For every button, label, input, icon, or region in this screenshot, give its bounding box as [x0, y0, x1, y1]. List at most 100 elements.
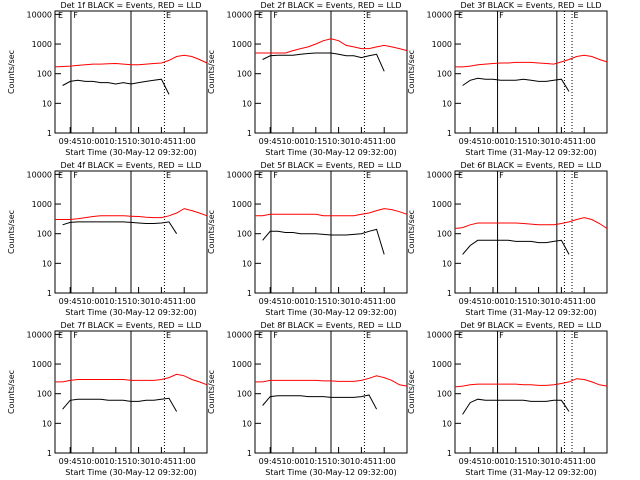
x-tick-label: 10:00: [81, 297, 104, 306]
x-axis-label: Start Time (30-May-12 09:32:00): [65, 308, 196, 317]
x-tick-label: 11:00: [173, 137, 196, 146]
y-tick-label: 10: [442, 259, 452, 268]
event-label: E: [258, 331, 263, 340]
y-axis-label: Counts/sec: [207, 370, 216, 414]
series-line: [455, 54, 608, 68]
x-tick-label: 10:45: [150, 457, 173, 466]
event-label: E: [166, 171, 171, 180]
event-label: E: [366, 331, 371, 340]
series-line: [255, 38, 408, 54]
y-tick-label: 100: [37, 230, 52, 239]
y-tick-label: 1000: [232, 40, 252, 49]
x-tick-label: 10:45: [550, 457, 573, 466]
y-tick-label: 1: [247, 129, 252, 138]
x-tick-label: 10:00: [481, 457, 504, 466]
x-tick-label: 10:00: [281, 137, 304, 146]
series-line: [262, 228, 385, 255]
x-tick-label: 09:45: [459, 457, 482, 466]
panel: Det 4f BLACK = Events, RED = LLD Start Ti…: [7, 161, 208, 317]
x-tick-label: 10:15: [104, 297, 127, 306]
x-tick-label: 10:45: [150, 137, 173, 146]
y-tick-label: 100: [237, 70, 252, 79]
x-tick-label: 10:30: [527, 137, 550, 146]
plot-frame: [454, 170, 608, 294]
chart-title: Det 7f BLACK = Events, RED = LLD: [60, 321, 201, 330]
y-tick-label: 10: [442, 99, 452, 108]
y-tick-label: 100: [437, 390, 452, 399]
panel: Det 2f BLACK = Events, RED = LLD Start Ti…: [207, 1, 408, 157]
series-line: [55, 208, 208, 220]
event-label: E: [166, 331, 171, 340]
y-tick-label: 10000: [27, 10, 52, 19]
y-tick-label: 1000: [432, 360, 452, 369]
x-axis-label: Start Time (31-May-12 09:32:00): [465, 468, 596, 477]
chart-title: Det 8f BLACK = Events, RED = LLD: [260, 321, 401, 330]
event-label: F: [499, 331, 504, 340]
chart-title: Det 6f BLACK = Events, RED = LLD: [460, 161, 601, 170]
x-tick-label: 09:45: [59, 297, 82, 306]
y-axis-label: Counts/sec: [407, 210, 416, 254]
y-axis-label: Counts/sec: [407, 50, 416, 94]
y-tick-label: 10: [42, 419, 52, 428]
y-tick-label: 100: [37, 70, 52, 79]
series-line: [62, 397, 178, 412]
y-tick-label: 1000: [432, 200, 452, 209]
event-label: E: [258, 11, 263, 20]
event-label: F: [73, 171, 78, 180]
x-tick-label: 10:15: [504, 137, 527, 146]
x-tick-label: 10:15: [104, 137, 127, 146]
x-axis-label: Start Time (30-May-12 09:32:00): [265, 308, 396, 317]
y-tick-label: 1000: [32, 360, 52, 369]
event-label: E: [258, 171, 263, 180]
series-line: [62, 221, 178, 234]
x-tick-label: 10:30: [327, 137, 350, 146]
panel: Det 5f BLACK = Events, RED = LLD Start Ti…: [207, 161, 408, 317]
event-label: E: [574, 11, 579, 20]
y-tick-label: 1: [47, 129, 52, 138]
series-line: [454, 378, 608, 388]
x-axis-label: Start Time (30-May-12 09:32:00): [265, 148, 396, 157]
x-tick-label: 10:45: [550, 137, 573, 146]
x-tick-label: 10:00: [81, 137, 104, 146]
y-tick-label: 10: [42, 99, 52, 108]
x-tick-label: 10:45: [350, 137, 373, 146]
chart-title: Det 3f BLACK = Events, RED = LLD: [460, 1, 601, 10]
y-tick-label: 100: [437, 70, 452, 79]
x-tick-label: 11:00: [373, 137, 396, 146]
series-line: [62, 78, 170, 95]
x-tick-label: 09:45: [459, 137, 482, 146]
event-label: E: [58, 171, 63, 180]
event-label: E: [458, 171, 463, 180]
event-label: E: [58, 331, 63, 340]
x-tick-label: 10:45: [150, 297, 173, 306]
x-tick-label: 11:00: [173, 457, 196, 466]
x-tick-label: 10:30: [527, 297, 550, 306]
x-axis-label: Start Time (31-May-12 09:32:00): [465, 308, 596, 317]
y-axis-label: Counts/sec: [407, 370, 416, 414]
x-tick-label: 11:00: [173, 297, 196, 306]
y-tick-label: 1000: [432, 40, 452, 49]
x-tick-label: 10:00: [281, 457, 304, 466]
series-line: [454, 217, 608, 229]
panel: Det 7f BLACK = Events, RED = LLD Start Ti…: [7, 321, 208, 477]
event-label: E: [166, 11, 171, 20]
y-axis-label: Counts/sec: [7, 370, 16, 414]
y-tick-label: 10000: [427, 10, 452, 19]
y-tick-label: 100: [237, 390, 252, 399]
x-tick-label: 09:45: [259, 457, 282, 466]
y-tick-label: 1: [447, 449, 452, 458]
y-axis-label: Counts/sec: [7, 50, 16, 94]
x-tick-label: 11:00: [573, 137, 596, 146]
x-tick-label: 10:30: [327, 297, 350, 306]
y-tick-label: 100: [237, 230, 252, 239]
y-tick-label: 1000: [32, 200, 52, 209]
event-label: E: [574, 171, 579, 180]
chart-title: Det 4f BLACK = Events, RED = LLD: [60, 161, 201, 170]
x-tick-label: 10:30: [527, 457, 550, 466]
y-tick-label: 10: [242, 259, 252, 268]
y-tick-label: 10000: [227, 10, 252, 19]
x-axis-label: Start Time (30-May-12 09:32:00): [65, 148, 196, 157]
x-tick-label: 10:00: [481, 297, 504, 306]
